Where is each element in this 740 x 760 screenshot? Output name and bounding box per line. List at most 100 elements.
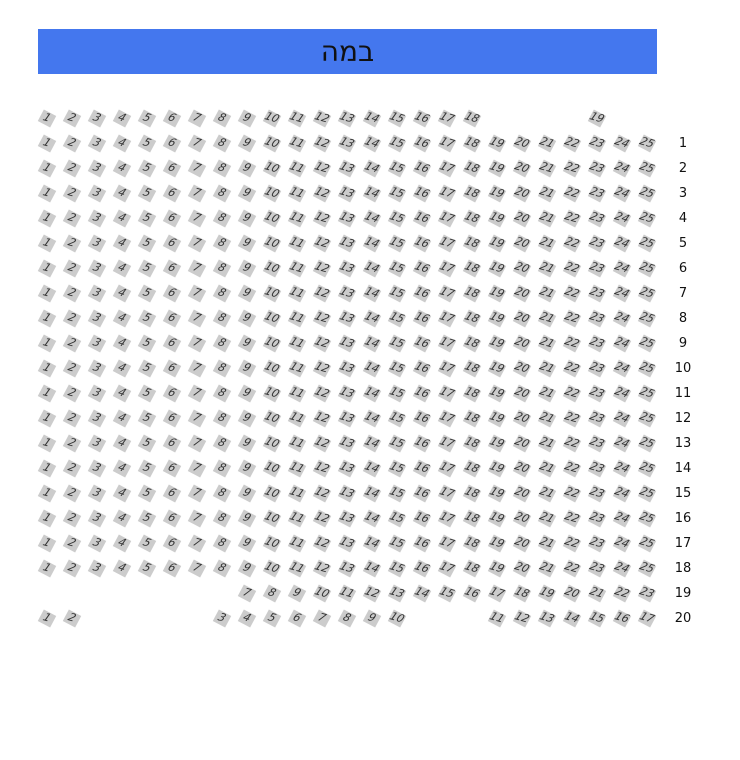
seat[interactable]: 19 bbox=[485, 407, 509, 431]
seat[interactable]: 22 bbox=[560, 232, 584, 256]
seat[interactable]: 25 bbox=[635, 307, 659, 331]
seat[interactable]: 19 bbox=[485, 132, 509, 156]
seat[interactable]: 18 bbox=[460, 182, 484, 206]
seat[interactable]: 7 bbox=[185, 357, 209, 381]
seat[interactable]: 23 bbox=[585, 307, 609, 331]
seat[interactable]: 22 bbox=[610, 582, 634, 606]
seat[interactable]: 4 bbox=[110, 482, 134, 506]
seat[interactable]: 12 bbox=[310, 307, 334, 331]
seat[interactable]: 7 bbox=[185, 282, 209, 306]
seat[interactable]: 20 bbox=[510, 532, 534, 556]
seat[interactable]: 2 bbox=[60, 432, 84, 456]
seat[interactable]: 13 bbox=[385, 582, 409, 606]
seat[interactable]: 11 bbox=[285, 157, 309, 181]
seat[interactable]: 11 bbox=[285, 232, 309, 256]
seat[interactable]: 7 bbox=[185, 307, 209, 331]
seat[interactable]: 5 bbox=[135, 482, 159, 506]
seat[interactable]: 22 bbox=[560, 407, 584, 431]
seat[interactable]: 4 bbox=[110, 307, 134, 331]
seat[interactable]: 6 bbox=[160, 482, 184, 506]
seat[interactable]: 24 bbox=[610, 207, 634, 231]
seat[interactable]: 2 bbox=[60, 157, 84, 181]
seat[interactable]: 10 bbox=[260, 432, 284, 456]
seat[interactable]: 13 bbox=[335, 507, 359, 531]
seat[interactable]: 14 bbox=[360, 357, 384, 381]
seat[interactable]: 18 bbox=[460, 157, 484, 181]
seat[interactable]: 6 bbox=[160, 457, 184, 481]
seat[interactable]: 3 bbox=[85, 282, 109, 306]
seat[interactable]: 9 bbox=[235, 232, 259, 256]
seat[interactable]: 8 bbox=[210, 157, 234, 181]
seat[interactable]: 14 bbox=[360, 557, 384, 581]
seat[interactable]: 5 bbox=[260, 607, 284, 631]
seat[interactable]: 12 bbox=[310, 157, 334, 181]
seat[interactable]: 1 bbox=[35, 232, 59, 256]
seat[interactable]: 4 bbox=[110, 157, 134, 181]
seat[interactable]: 20 bbox=[510, 332, 534, 356]
seat[interactable]: 16 bbox=[460, 582, 484, 606]
seat[interactable]: 7 bbox=[185, 382, 209, 406]
seat[interactable]: 21 bbox=[535, 332, 559, 356]
seat[interactable]: 11 bbox=[285, 557, 309, 581]
seat[interactable]: 15 bbox=[385, 432, 409, 456]
seat[interactable]: 2 bbox=[60, 557, 84, 581]
seat[interactable]: 17 bbox=[435, 407, 459, 431]
seat[interactable]: 10 bbox=[310, 582, 334, 606]
seat[interactable]: 25 bbox=[635, 232, 659, 256]
seat[interactable]: 10 bbox=[260, 382, 284, 406]
seat[interactable]: 18 bbox=[460, 382, 484, 406]
seat[interactable]: 1 bbox=[35, 257, 59, 281]
seat[interactable]: 4 bbox=[110, 282, 134, 306]
seat[interactable]: 6 bbox=[160, 182, 184, 206]
seat[interactable]: 16 bbox=[410, 507, 434, 531]
seat[interactable]: 23 bbox=[585, 282, 609, 306]
seat[interactable]: 3 bbox=[85, 107, 109, 131]
seat[interactable]: 11 bbox=[285, 457, 309, 481]
seat[interactable]: 25 bbox=[635, 432, 659, 456]
seat[interactable]: 8 bbox=[210, 432, 234, 456]
seat[interactable]: 6 bbox=[160, 157, 184, 181]
seat[interactable]: 22 bbox=[560, 132, 584, 156]
seat[interactable]: 15 bbox=[385, 232, 409, 256]
seat[interactable]: 22 bbox=[560, 482, 584, 506]
seat[interactable]: 25 bbox=[635, 207, 659, 231]
seat[interactable]: 17 bbox=[485, 582, 509, 606]
seat[interactable]: 3 bbox=[85, 407, 109, 431]
seat[interactable]: 24 bbox=[610, 382, 634, 406]
seat[interactable]: 12 bbox=[310, 207, 334, 231]
seat[interactable]: 20 bbox=[510, 357, 534, 381]
seat[interactable]: 4 bbox=[110, 432, 134, 456]
seat[interactable]: 8 bbox=[260, 582, 284, 606]
seat[interactable]: 21 bbox=[535, 357, 559, 381]
seat[interactable]: 5 bbox=[135, 332, 159, 356]
seat[interactable]: 19 bbox=[485, 557, 509, 581]
seat[interactable]: 10 bbox=[260, 307, 284, 331]
seat[interactable]: 14 bbox=[410, 582, 434, 606]
seat[interactable]: 21 bbox=[535, 532, 559, 556]
seat[interactable]: 1 bbox=[35, 457, 59, 481]
seat[interactable]: 9 bbox=[235, 257, 259, 281]
seat[interactable]: 5 bbox=[135, 532, 159, 556]
seat[interactable]: 17 bbox=[435, 257, 459, 281]
seat[interactable]: 14 bbox=[360, 282, 384, 306]
seat[interactable]: 6 bbox=[160, 407, 184, 431]
seat[interactable]: 3 bbox=[85, 232, 109, 256]
seat[interactable]: 6 bbox=[160, 432, 184, 456]
seat[interactable]: 8 bbox=[335, 607, 359, 631]
seat[interactable]: 11 bbox=[285, 482, 309, 506]
seat[interactable]: 11 bbox=[285, 282, 309, 306]
seat[interactable]: 23 bbox=[585, 257, 609, 281]
seat[interactable]: 8 bbox=[210, 257, 234, 281]
seat[interactable]: 16 bbox=[410, 232, 434, 256]
seat[interactable]: 3 bbox=[85, 507, 109, 531]
seat[interactable]: 9 bbox=[235, 107, 259, 131]
seat[interactable]: 4 bbox=[110, 182, 134, 206]
seat[interactable]: 4 bbox=[110, 507, 134, 531]
seat[interactable]: 17 bbox=[435, 532, 459, 556]
seat[interactable]: 2 bbox=[60, 282, 84, 306]
seat[interactable]: 24 bbox=[610, 532, 634, 556]
seat[interactable]: 7 bbox=[185, 482, 209, 506]
seat[interactable]: 21 bbox=[535, 457, 559, 481]
seat[interactable]: 25 bbox=[635, 557, 659, 581]
seat[interactable]: 21 bbox=[535, 307, 559, 331]
